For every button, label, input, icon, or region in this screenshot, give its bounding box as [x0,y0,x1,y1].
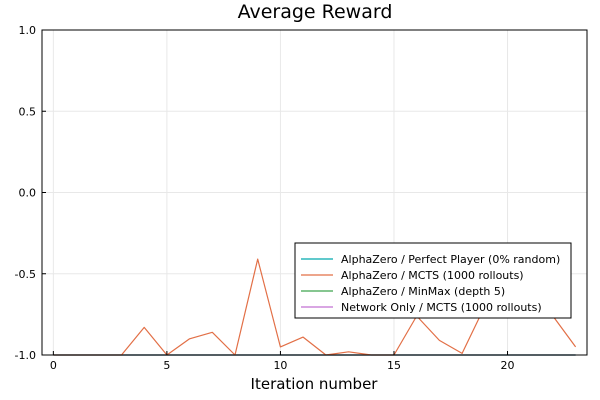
y-tick-label: 0.5 [19,105,37,118]
x-tick-label: 5 [163,359,170,372]
legend-entry: Network Only / MCTS (1000 rollouts) [341,301,542,314]
y-tick-label: -1.0 [15,349,36,362]
legend-entry: AlphaZero / MinMax (depth 5) [341,285,505,298]
y-tick-label: -0.5 [15,268,36,281]
x-tick-label: 10 [273,359,287,372]
legend-box [294,242,572,319]
x-tick-label: 20 [501,359,515,372]
chart-title: Average Reward [238,1,393,23]
x-tick-label: 0 [50,359,57,372]
x-tick-label: 15 [387,359,401,372]
y-tick-label: 1.0 [19,24,37,37]
y-tick-label: 0.0 [19,187,37,200]
y-axis-ticks: -1.0 -0.5 0.0 0.5 1.0 [15,24,46,362]
x-axis-label: Iteration number [251,375,379,393]
x-axis-ticks: 0 5 10 15 20 [50,351,515,372]
legend-entry: AlphaZero / Perfect Player (0% random) [341,253,560,266]
legend: AlphaZero / Perfect Player (0% random) Al… [294,242,572,319]
legend-entry: AlphaZero / MCTS (1000 rollouts) [341,269,524,282]
